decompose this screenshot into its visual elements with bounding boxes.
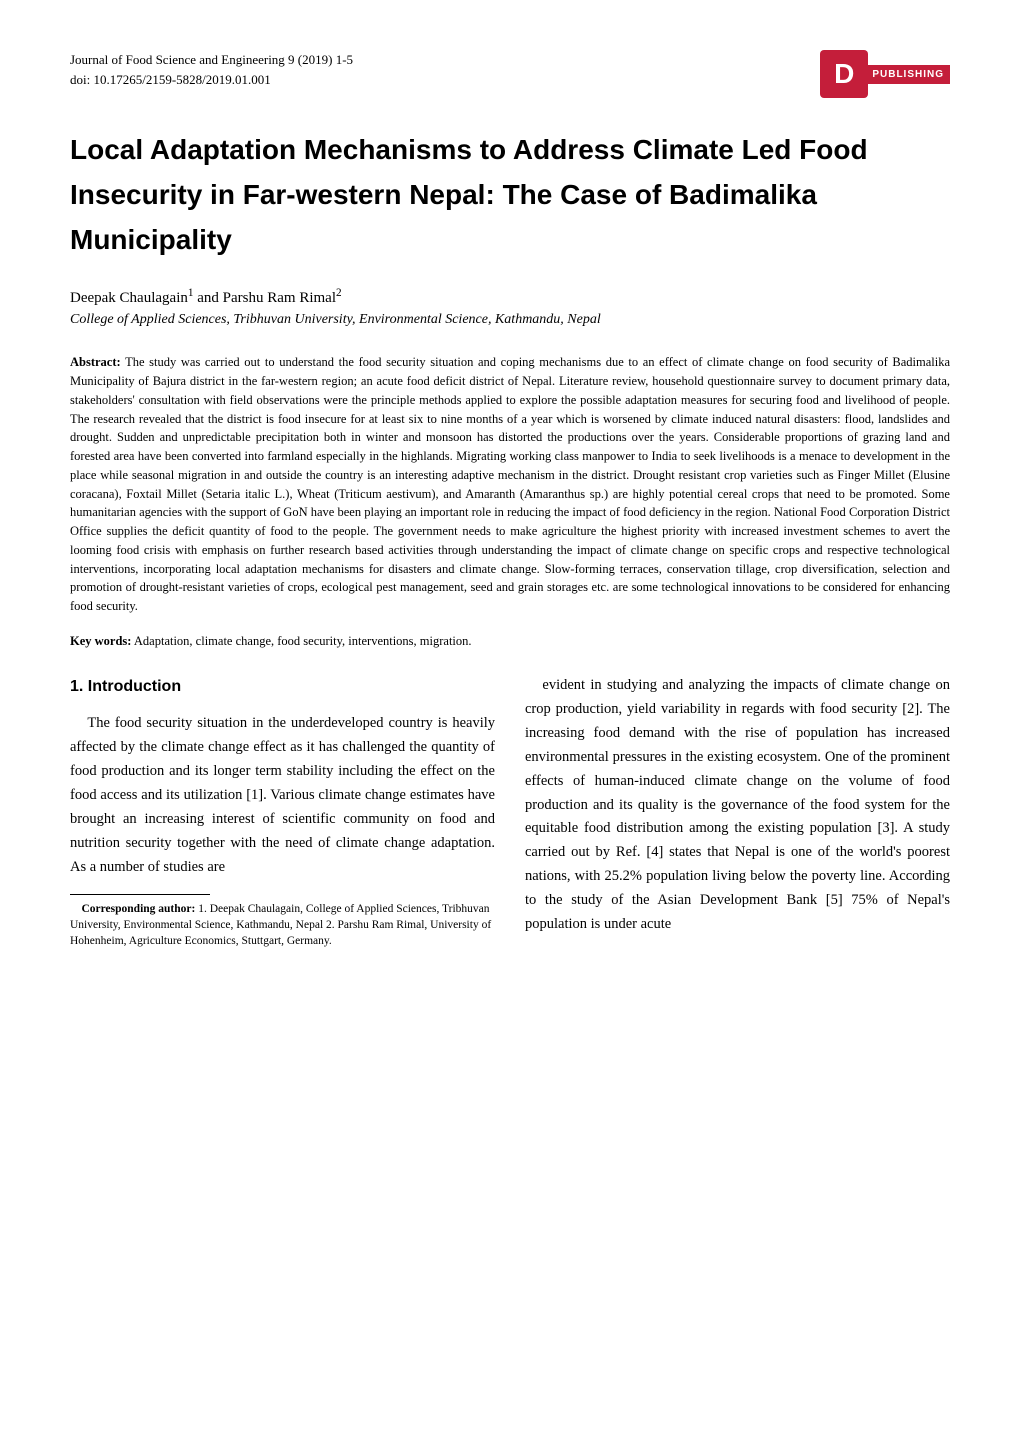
paper-title: Local Adaptation Mechanisms to Address C… [70,128,950,262]
affiliation: College of Applied Sciences, Tribhuvan U… [70,312,950,328]
logo-text: PUBLISHING [866,65,950,84]
keywords-text: Adaptation, climate change, food securit… [134,634,472,648]
publisher-logo: D PUBLISHING [790,50,950,98]
abstract-text: The study was carried out to understand … [70,355,950,613]
footnote-divider [70,894,210,895]
corresponding-author-footnote: Corresponding author: 1. Deepak Chaulaga… [70,901,495,949]
abstract-label: Abstract: [70,355,121,369]
journal-line: Journal of Food Science and Engineering … [70,50,353,70]
footnote-label: Corresponding author: [82,903,196,915]
doi-line: doi: 10.17265/2159-5828/2019.01.001 [70,70,353,90]
logo-icon: D PUBLISHING [790,50,950,98]
authors: Deepak Chaulagain1 and Parshu Ram Rimal2 [70,287,950,307]
abstract-section: Abstract: The study was carried out to u… [70,353,950,616]
journal-info: Journal of Food Science and Engineering … [70,50,353,89]
logo-letter: D [820,50,868,98]
header: Journal of Food Science and Engineering … [70,50,950,98]
intro-para-2: evident in studying and analyzing the im… [525,674,950,937]
section-1-heading: 1. Introduction [70,674,495,700]
body-columns: 1. Introduction The food security situat… [70,674,950,949]
keywords-label: Key words: [70,634,131,648]
keywords-section: Key words: Adaptation, climate change, f… [70,634,950,649]
intro-para-1: The food security situation in the under… [70,712,495,879]
